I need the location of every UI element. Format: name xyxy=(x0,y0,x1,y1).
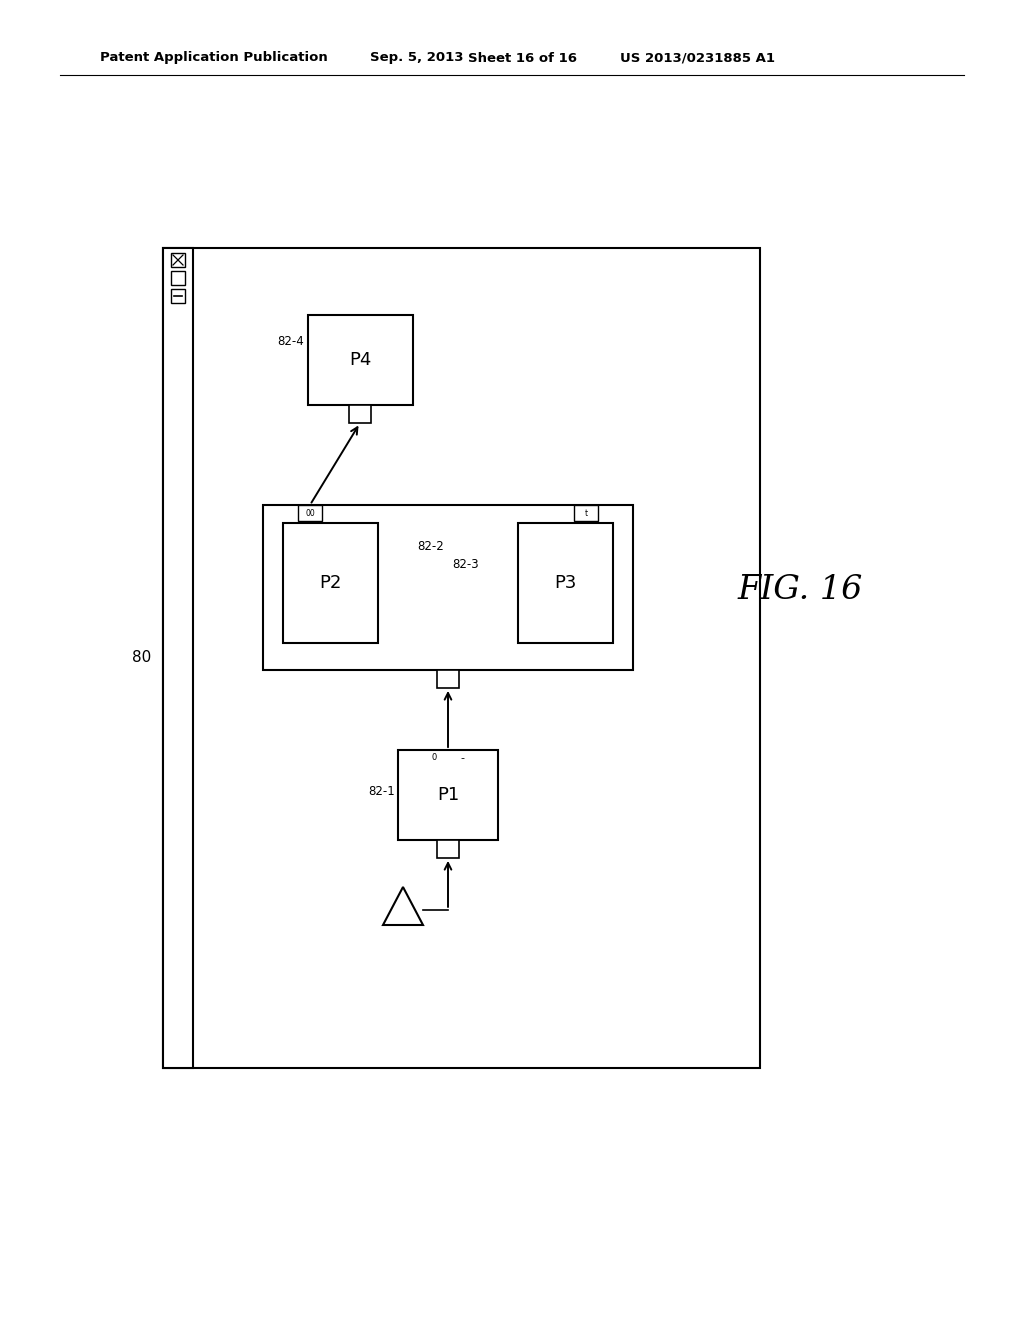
Bar xyxy=(437,671,459,688)
Bar xyxy=(518,523,613,643)
Text: t: t xyxy=(585,508,588,517)
Text: -: - xyxy=(460,752,464,763)
Bar xyxy=(171,253,185,267)
Bar xyxy=(298,506,322,521)
Text: 82-2: 82-2 xyxy=(417,540,444,553)
Bar xyxy=(451,750,473,766)
Text: P2: P2 xyxy=(319,574,342,591)
Text: 82-4: 82-4 xyxy=(278,335,304,348)
Text: FIG. 16: FIG. 16 xyxy=(737,574,862,606)
Text: 00: 00 xyxy=(305,508,314,517)
Bar xyxy=(263,506,633,671)
Text: P4: P4 xyxy=(349,351,371,370)
Text: Patent Application Publication: Patent Application Publication xyxy=(100,51,328,65)
Bar xyxy=(163,248,760,1068)
Bar xyxy=(171,289,185,304)
Bar xyxy=(163,248,193,1068)
Text: 82-1: 82-1 xyxy=(369,785,395,799)
Text: Sheet 16 of 16: Sheet 16 of 16 xyxy=(468,51,577,65)
Bar xyxy=(349,405,371,422)
Bar xyxy=(335,315,355,333)
Bar xyxy=(283,523,378,643)
Text: 0: 0 xyxy=(431,754,436,763)
Bar xyxy=(398,750,498,840)
Bar xyxy=(365,315,385,333)
Bar xyxy=(574,506,598,521)
Polygon shape xyxy=(383,887,423,925)
Bar xyxy=(171,271,185,285)
Bar xyxy=(307,315,413,405)
Text: 80: 80 xyxy=(132,651,151,665)
Text: Sep. 5, 2013: Sep. 5, 2013 xyxy=(370,51,464,65)
Text: 82-3: 82-3 xyxy=(452,558,478,572)
Bar xyxy=(423,750,445,766)
Bar xyxy=(437,840,459,858)
Text: P3: P3 xyxy=(554,574,577,591)
Text: P1: P1 xyxy=(437,785,459,804)
Text: US 2013/0231885 A1: US 2013/0231885 A1 xyxy=(620,51,775,65)
